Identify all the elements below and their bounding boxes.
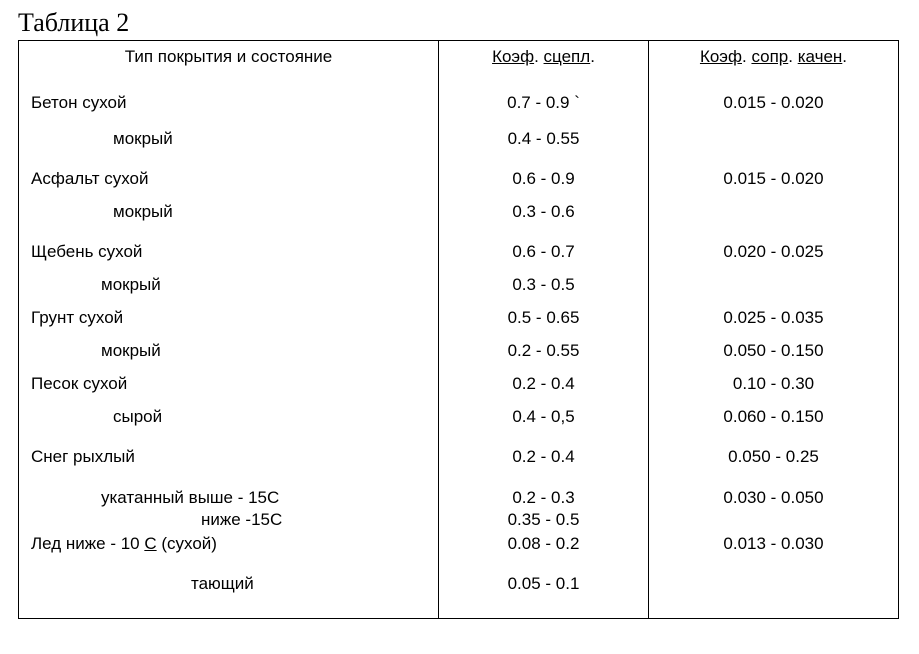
cell-scepl: 0.3 - 0.6 [439, 202, 649, 242]
cell-scepl: 0.7 - 0.9 ` [439, 93, 649, 129]
cell-type: Снег рыхлый [19, 447, 439, 487]
cell-sopr: 0.015 - 0.020 [649, 93, 899, 129]
table-row: Снег рыхлый0.2 - 0.40.050 - 0.25 [19, 447, 899, 487]
table-row: тающий0.05 - 0.1 [19, 574, 899, 618]
table-row: Щебень сухой0.6 - 0.70.020 - 0.025 [19, 242, 899, 275]
cell-sopr: 0.10 - 0.30 [649, 374, 899, 407]
table-row: Песок сухой0.2 - 0.40.10 - 0.30 [19, 374, 899, 407]
cell-scepl: 0.4 - 0.55 [439, 129, 649, 169]
cell-type: Грунт сухой [19, 308, 439, 341]
table-row: мокрый0.2 - 0.550.050 - 0.150 [19, 341, 899, 374]
cell-type: мокрый [19, 341, 439, 374]
cell-scepl: 0.4 - 0,5 [439, 407, 649, 447]
table-row: Лед ниже - 10 С (сухой)0.08 - 0.20.013 -… [19, 534, 899, 574]
cell-sopr: 0.060 - 0.150 [649, 407, 899, 447]
cell-type: Асфальт сухой [19, 169, 439, 202]
cell-scepl: 0.2 - 0.30.35 - 0.5 [439, 487, 649, 534]
cell-scepl: 0.08 - 0.2 [439, 534, 649, 574]
cell-sopr [649, 202, 899, 242]
table-caption: Таблица 2 [18, 8, 901, 38]
cell-type: укатанный выше - 15Сниже -15С [19, 487, 439, 534]
cell-sopr: 0.025 - 0.035 [649, 308, 899, 341]
table-row: Бетон сухой0.7 - 0.9 `0.015 - 0.020 [19, 93, 899, 129]
cell-sopr: 0.050 - 0.150 [649, 341, 899, 374]
cell-scepl: 0.3 - 0.5 [439, 275, 649, 308]
col-header-scepl: Коэф. сцепл. [439, 41, 649, 94]
cell-sopr [649, 275, 899, 308]
col-header-type: Тип покрытия и состояние [19, 41, 439, 94]
cell-sopr [649, 574, 899, 618]
cell-type: Песок сухой [19, 374, 439, 407]
cell-type: мокрый [19, 129, 439, 169]
cell-scepl: 0.2 - 0.4 [439, 374, 649, 407]
col-header-sopr: Коэф. сопр. качен. [649, 41, 899, 94]
cell-sopr: 0.050 - 0.25 [649, 447, 899, 487]
cell-type: мокрый [19, 275, 439, 308]
header-text: Коэф. сопр. качен. [700, 47, 847, 66]
cell-type: мокрый [19, 202, 439, 242]
cell-sopr: 0.020 - 0.025 [649, 242, 899, 275]
table-header-row: Тип покрытия и состояние Коэф. сцепл. Ко… [19, 41, 899, 94]
coefficients-table: Тип покрытия и состояние Коэф. сцепл. Ко… [18, 40, 899, 619]
cell-sopr: 0.030 - 0.050 [649, 487, 899, 534]
cell-scepl: 0.2 - 0.55 [439, 341, 649, 374]
table-row: Грунт сухой0.5 - 0.650.025 - 0.035 [19, 308, 899, 341]
cell-sopr [649, 129, 899, 169]
cell-type: Лед ниже - 10 С (сухой) [19, 534, 439, 574]
cell-scepl: 0.05 - 0.1 [439, 574, 649, 618]
table-row: сырой0.4 - 0,50.060 - 0.150 [19, 407, 899, 447]
cell-type: сырой [19, 407, 439, 447]
cell-type: Щебень сухой [19, 242, 439, 275]
cell-type: Бетон сухой [19, 93, 439, 129]
header-text: Коэф. сцепл. [492, 47, 595, 66]
header-text: Тип покрытия и состояние [125, 47, 333, 66]
table-row: мокрый0.3 - 0.5 [19, 275, 899, 308]
table-row: мокрый0.3 - 0.6 [19, 202, 899, 242]
cell-type: тающий [19, 574, 439, 618]
cell-scepl: 0.5 - 0.65 [439, 308, 649, 341]
table-row: мокрый0.4 - 0.55 [19, 129, 899, 169]
cell-sopr: 0.015 - 0.020 [649, 169, 899, 202]
table-body: Бетон сухой0.7 - 0.9 `0.015 - 0.020мокры… [19, 93, 899, 618]
table-row: укатанный выше - 15Сниже -15С0.2 - 0.30.… [19, 487, 899, 534]
cell-sopr: 0.013 - 0.030 [649, 534, 899, 574]
cell-scepl: 0.2 - 0.4 [439, 447, 649, 487]
table-row: Асфальт сухой0.6 - 0.90.015 - 0.020 [19, 169, 899, 202]
cell-scepl: 0.6 - 0.7 [439, 242, 649, 275]
cell-scepl: 0.6 - 0.9 [439, 169, 649, 202]
